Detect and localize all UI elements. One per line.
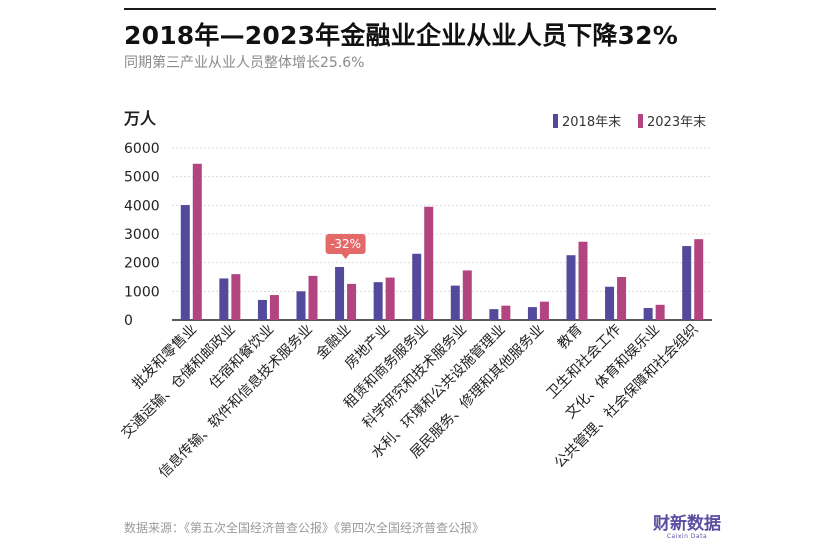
annotation-pointer: [341, 253, 350, 259]
annotation-badge: [325, 233, 366, 254]
bar-2018: [257, 299, 267, 320]
bar-2023: [578, 241, 588, 320]
brand-name-en: Caixin Data: [666, 533, 708, 540]
bar-2023: [539, 301, 549, 320]
y-tick-label: 3000: [124, 227, 160, 243]
bar-2018: [643, 307, 653, 320]
bar-2023: [655, 304, 665, 320]
bar-2018: [566, 255, 576, 320]
bar-2023: [617, 277, 627, 320]
y-tick-label: 0: [124, 313, 133, 329]
chart-subtitle: 同期第三产业从业人员整体增长25.6%: [124, 55, 365, 71]
bar-2023: [347, 283, 357, 320]
bar-2023: [192, 163, 202, 320]
bar-2018: [527, 307, 537, 320]
y-tick-label: 2000: [124, 256, 160, 272]
y-tick-label: 1000: [124, 284, 160, 300]
bar-2018: [373, 282, 383, 320]
legend-swatch: [553, 114, 558, 128]
bar-2018: [489, 309, 499, 320]
legend-label: 2023年末: [647, 115, 706, 130]
bar-2018: [296, 291, 306, 320]
brand-logo: 财新数据 Caixin Data: [652, 515, 722, 541]
legend-label: 2018年末: [562, 115, 621, 130]
top-rule: [124, 8, 716, 10]
category-label: 教育: [555, 322, 586, 353]
bar-2018: [682, 246, 692, 320]
bar-2018: [412, 253, 422, 320]
bar-2018: [180, 205, 190, 320]
chart-title: 2018年—2023年金融业企业从业人员下降32%: [124, 21, 679, 50]
bar-2018: [450, 285, 460, 320]
brand-name: 财新数据: [653, 514, 721, 534]
bar-2023: [385, 277, 395, 320]
annotation-label: -32%: [330, 237, 361, 251]
bar-2023: [269, 295, 279, 320]
data-source-note: 数据来源：《第五次全国经济普查公报》《第四次全国经济普查公报》: [124, 521, 485, 535]
y-tick-label: 5000: [124, 170, 160, 186]
bar-2018: [219, 278, 229, 320]
y-axis-unit-label: 万人: [123, 109, 157, 128]
bar-2018: [605, 286, 615, 320]
bar-2023: [462, 270, 472, 320]
y-tick-label: 6000: [124, 141, 160, 157]
bar-2023: [694, 239, 704, 320]
y-tick-label: 4000: [124, 198, 160, 214]
bar-2018: [335, 266, 345, 320]
bar-2023: [231, 274, 241, 320]
bar-2023: [308, 275, 318, 320]
legend-swatch: [638, 114, 643, 128]
bar-2023: [424, 206, 434, 320]
bar-2023: [501, 305, 511, 320]
